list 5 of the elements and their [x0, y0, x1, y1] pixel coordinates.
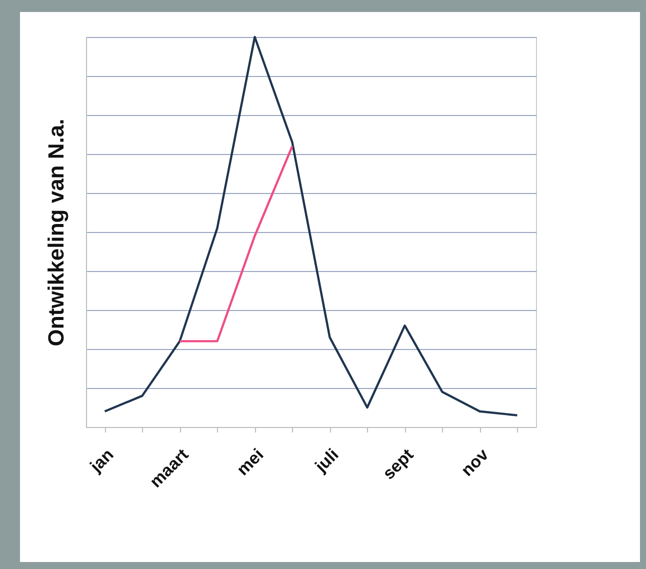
- x-tick-label: juli: [310, 445, 342, 477]
- x-tick-label: jan: [86, 445, 118, 477]
- y-axis-title: Ontwikkeling van N.a.: [44, 118, 68, 346]
- x-tick-label: nov: [457, 444, 493, 480]
- x-tick-label: mei: [233, 445, 268, 480]
